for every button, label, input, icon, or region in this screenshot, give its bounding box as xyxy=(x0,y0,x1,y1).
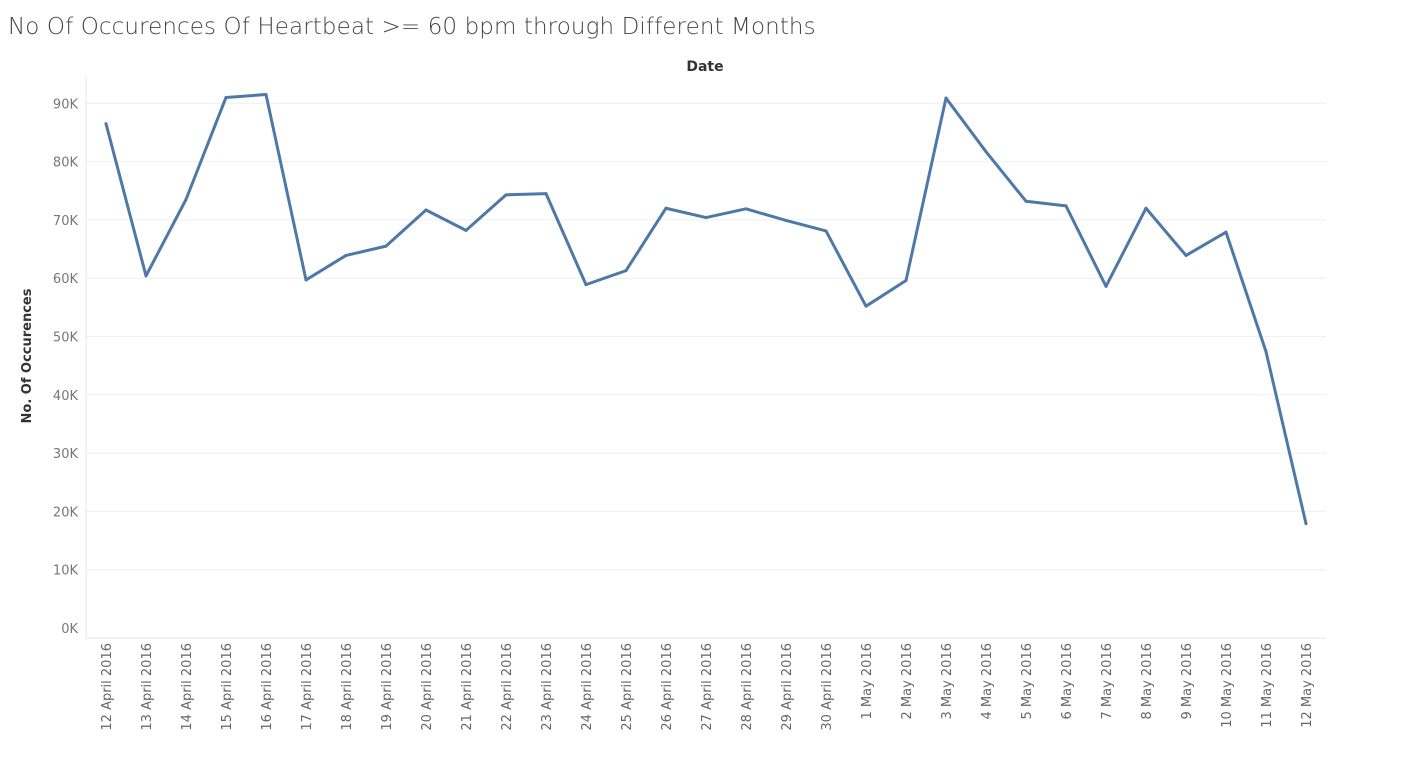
x-tick-label: 3 May 2016 xyxy=(940,643,955,720)
data-point xyxy=(704,216,708,220)
data-point xyxy=(1304,522,1308,526)
x-tick-label: 22 April 2016 xyxy=(500,643,515,731)
chart-title: No Of Occurences Of Heartbeat >= 60 bpm … xyxy=(8,14,816,40)
x-tick-label: 15 April 2016 xyxy=(220,643,235,731)
x-tick-label: 7 May 2016 xyxy=(1100,643,1115,720)
x-tick-label: 18 April 2016 xyxy=(340,643,355,731)
y-tick-label: 70K xyxy=(53,214,79,229)
data-point xyxy=(1104,284,1108,288)
y-tick-label: 0K xyxy=(61,622,78,637)
axes xyxy=(85,76,1326,639)
x-tick-labels: 12 April 2016 13 April 2016 14 April 2016 1… xyxy=(100,643,1315,731)
data-point xyxy=(1224,230,1228,234)
x-tick-label: 6 May 2016 xyxy=(1060,643,1075,720)
x-tick-label: 9 May 2016 xyxy=(1180,643,1195,720)
x-tick-label: 12 April 2016 xyxy=(100,643,115,731)
data-point xyxy=(424,208,428,212)
y-tick-label: 40K xyxy=(53,389,79,404)
data-point xyxy=(904,279,908,283)
y-axis-title: No. Of Occurences xyxy=(20,288,35,423)
data-point xyxy=(464,228,468,232)
x-tick-label: 30 April 2016 xyxy=(820,643,835,731)
series-heartbeat-occurrences xyxy=(104,93,1308,526)
x-tick-label: 20 April 2016 xyxy=(420,643,435,731)
y-tick-label: 30K xyxy=(53,447,79,462)
y-tick-label: 10K xyxy=(53,564,79,579)
x-tick-label: 2 May 2016 xyxy=(900,643,915,720)
x-tick-label: 1 May 2016 xyxy=(860,643,875,720)
data-point xyxy=(1264,350,1268,354)
data-point xyxy=(1024,199,1028,203)
data-point xyxy=(624,269,628,273)
data-point xyxy=(184,197,188,201)
data-point xyxy=(304,278,308,282)
data-point xyxy=(504,193,508,197)
y-tick-labels: 0K 10K 20K 30K 40K 50K 60K 70K 80K 90K xyxy=(53,97,79,637)
x-tick-label: 8 May 2016 xyxy=(1140,643,1155,720)
x-tick-label: 23 April 2016 xyxy=(540,643,555,731)
gridlines xyxy=(86,102,1326,571)
y-tick-label: 80K xyxy=(53,156,79,171)
data-point xyxy=(1064,204,1068,208)
data-point xyxy=(544,192,548,196)
series-line xyxy=(104,93,1308,526)
data-point xyxy=(744,207,748,211)
data-point xyxy=(1184,253,1188,257)
y-tick-label: 60K xyxy=(53,272,79,287)
x-tick-label: 11 May 2016 xyxy=(1260,643,1275,728)
x-tick-label: 27 April 2016 xyxy=(700,643,715,731)
data-point xyxy=(144,274,148,278)
y-tick-label: 20K xyxy=(53,505,79,520)
data-point xyxy=(984,150,988,154)
data-point xyxy=(864,304,868,308)
x-tick-label: 16 April 2016 xyxy=(260,643,275,731)
x-tick-label: 21 April 2016 xyxy=(460,643,475,731)
x-tick-label: 29 April 2016 xyxy=(780,643,795,731)
data-point xyxy=(664,206,668,210)
x-tick-label: 24 April 2016 xyxy=(580,643,595,731)
data-point xyxy=(944,96,948,100)
x-tick-label: 26 April 2016 xyxy=(660,643,675,731)
x-tick-label: 4 May 2016 xyxy=(980,643,995,720)
data-point xyxy=(784,218,788,222)
data-point xyxy=(1144,206,1148,210)
y-tick-label: 50K xyxy=(53,331,79,346)
data-point xyxy=(824,229,828,233)
data-point xyxy=(384,244,388,248)
x-tick-label: 14 April 2016 xyxy=(180,643,195,731)
x-axis-title: Date xyxy=(686,59,723,75)
x-tick-label: 12 May 2016 xyxy=(1300,643,1315,728)
x-tick-label: 19 April 2016 xyxy=(380,643,395,731)
data-point xyxy=(104,122,108,126)
data-point xyxy=(224,95,228,99)
x-tick-label: 17 April 2016 xyxy=(300,643,315,731)
x-tick-label: 25 April 2016 xyxy=(620,643,635,731)
y-tick-label: 90K xyxy=(53,97,79,112)
x-tick-label: 10 May 2016 xyxy=(1220,643,1235,728)
x-tick-label: 28 April 2016 xyxy=(740,643,755,731)
data-point xyxy=(264,93,268,97)
data-point xyxy=(344,253,348,257)
x-tick-label: 13 April 2016 xyxy=(140,643,155,731)
data-point xyxy=(584,283,588,287)
x-tick-label: 5 May 2016 xyxy=(1020,643,1035,720)
